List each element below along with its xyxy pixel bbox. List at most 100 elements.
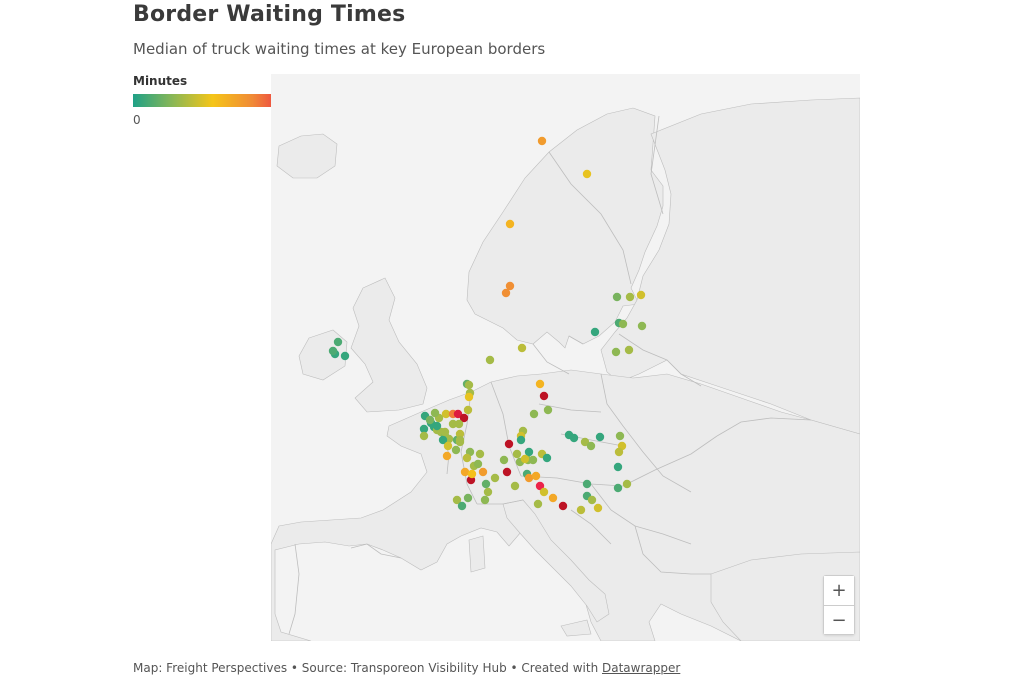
ireland-shape (298, 329, 348, 381)
chart-subtitle: Median of truck waiting times at key Eur… (133, 40, 546, 58)
border-crossing-marker[interactable] (614, 447, 624, 457)
border-crossing-marker[interactable] (512, 449, 522, 459)
border-crossing-marker[interactable] (478, 467, 488, 477)
border-crossing-marker[interactable] (453, 409, 463, 419)
border-crossing-marker[interactable] (586, 441, 596, 451)
border-crossing-marker[interactable] (516, 435, 526, 445)
border-crossing-marker[interactable] (502, 467, 512, 477)
border-crossing-marker[interactable] (438, 435, 448, 445)
border-crossing-marker[interactable] (462, 453, 472, 463)
border-crossing-marker[interactable] (539, 487, 549, 497)
border-crossing-marker[interactable] (528, 455, 538, 465)
border-crossing-marker[interactable] (580, 437, 590, 447)
legend-title: Minutes (133, 74, 188, 88)
border-crossing-marker[interactable] (459, 413, 469, 423)
border-crossing-marker[interactable] (455, 435, 465, 445)
border-crossing-marker[interactable] (543, 405, 553, 415)
border-crossing-marker[interactable] (535, 379, 545, 389)
border-crossing-marker[interactable] (457, 501, 467, 511)
border-crossing-marker[interactable] (612, 292, 622, 302)
border-crossing-marker[interactable] (529, 409, 539, 419)
legend-min-label: 0 (133, 113, 141, 127)
border-crossing-marker[interactable] (452, 495, 462, 505)
anatolia-shape (710, 551, 860, 641)
border-crossing-marker[interactable] (520, 454, 530, 464)
border-crossing-marker[interactable] (613, 483, 623, 493)
border-crossing-marker[interactable] (510, 481, 520, 491)
border-crossing-marker[interactable] (590, 327, 600, 337)
border-crossing-marker[interactable] (587, 495, 597, 505)
border-crossing-marker[interactable] (524, 473, 534, 483)
border-crossing-marker[interactable] (481, 479, 491, 489)
border-crossing-marker[interactable] (517, 343, 527, 353)
border-crossing-marker[interactable] (611, 347, 621, 357)
border-crossing-marker[interactable] (537, 136, 547, 146)
border-crossing-marker[interactable] (595, 432, 605, 442)
border-crossing-marker[interactable] (576, 505, 586, 515)
border-crossing-marker[interactable] (340, 351, 350, 361)
border-crossing-marker[interactable] (475, 449, 485, 459)
border-crossing-marker[interactable] (485, 355, 495, 365)
border-crossing-marker[interactable] (533, 499, 543, 509)
border-crossing-marker[interactable] (558, 501, 568, 511)
border-crossing-marker[interactable] (618, 319, 628, 329)
border-crossing-marker[interactable] (463, 493, 473, 503)
border-crossing-marker[interactable] (483, 487, 493, 497)
border-crossing-marker[interactable] (524, 447, 534, 457)
border-crossing-marker[interactable] (454, 419, 464, 429)
border-crossing-marker[interactable] (455, 429, 465, 439)
border-crossing-marker[interactable] (464, 380, 474, 390)
border-crossing-marker[interactable] (636, 290, 646, 300)
border-crossing-marker[interactable] (419, 431, 429, 441)
border-crossing-marker[interactable] (569, 433, 579, 443)
border-crossing-marker[interactable] (464, 392, 474, 402)
border-crossing-marker[interactable] (432, 421, 442, 431)
border-crossing-marker[interactable] (463, 405, 473, 415)
border-crossing-marker[interactable] (582, 479, 592, 489)
border-crossing-marker[interactable] (622, 479, 632, 489)
zoom-in-button[interactable]: + (824, 576, 854, 605)
border-crossing-marker[interactable] (333, 337, 343, 347)
border-crossing-marker[interactable] (531, 471, 541, 481)
sicily-shape (560, 619, 592, 637)
border-crossing-marker[interactable] (613, 462, 623, 472)
border-crossing-marker[interactable] (501, 288, 511, 298)
border-crossing-marker[interactable] (542, 453, 552, 463)
border-crossing-marker[interactable] (440, 427, 450, 437)
border-crossing-marker[interactable] (582, 169, 592, 179)
border-crossing-marker[interactable] (451, 445, 461, 455)
border-crossing-marker[interactable] (535, 481, 545, 491)
border-crossing-marker[interactable] (430, 408, 440, 418)
border-crossing-marker[interactable] (442, 451, 452, 461)
border-crossing-marker[interactable] (480, 495, 490, 505)
border-crossing-marker[interactable] (548, 493, 558, 503)
border-crossing-marker[interactable] (443, 441, 453, 451)
zoom-out-button[interactable]: − (824, 605, 854, 634)
zoom-control[interactable]: + − (823, 575, 855, 635)
border-crossing-marker[interactable] (504, 439, 514, 449)
border-crossing-marker[interactable] (615, 431, 625, 441)
border-crossing-marker[interactable] (505, 281, 515, 291)
border-crossing-marker[interactable] (490, 473, 500, 483)
map-canvas[interactable] (271, 74, 860, 641)
border-crossing-marker[interactable] (593, 503, 603, 513)
border-crossing-marker[interactable] (499, 455, 509, 465)
border-crossing-marker[interactable] (505, 219, 515, 229)
border-crossing-marker[interactable] (460, 467, 470, 477)
border-crossing-marker[interactable] (624, 345, 634, 355)
footer-text: Map: Freight Perspectives • Source: Tran… (133, 661, 602, 675)
sardinia-shape (468, 535, 486, 573)
border-crossing-marker[interactable] (467, 469, 477, 479)
europe-map[interactable] (271, 74, 860, 641)
datawrapper-link[interactable]: Datawrapper (602, 661, 681, 675)
border-crossing-marker[interactable] (625, 292, 635, 302)
border-crossing-marker[interactable] (441, 409, 451, 419)
border-crossing-marker[interactable] (539, 391, 549, 401)
border-crossing-marker[interactable] (419, 424, 429, 434)
border-crossing-markers[interactable] (328, 136, 647, 515)
border-crossing-marker[interactable] (448, 419, 458, 429)
border-crossing-marker[interactable] (425, 415, 435, 425)
border-crossing-marker[interactable] (473, 459, 483, 469)
border-crossing-marker[interactable] (328, 346, 338, 356)
border-crossing-marker[interactable] (637, 321, 647, 331)
